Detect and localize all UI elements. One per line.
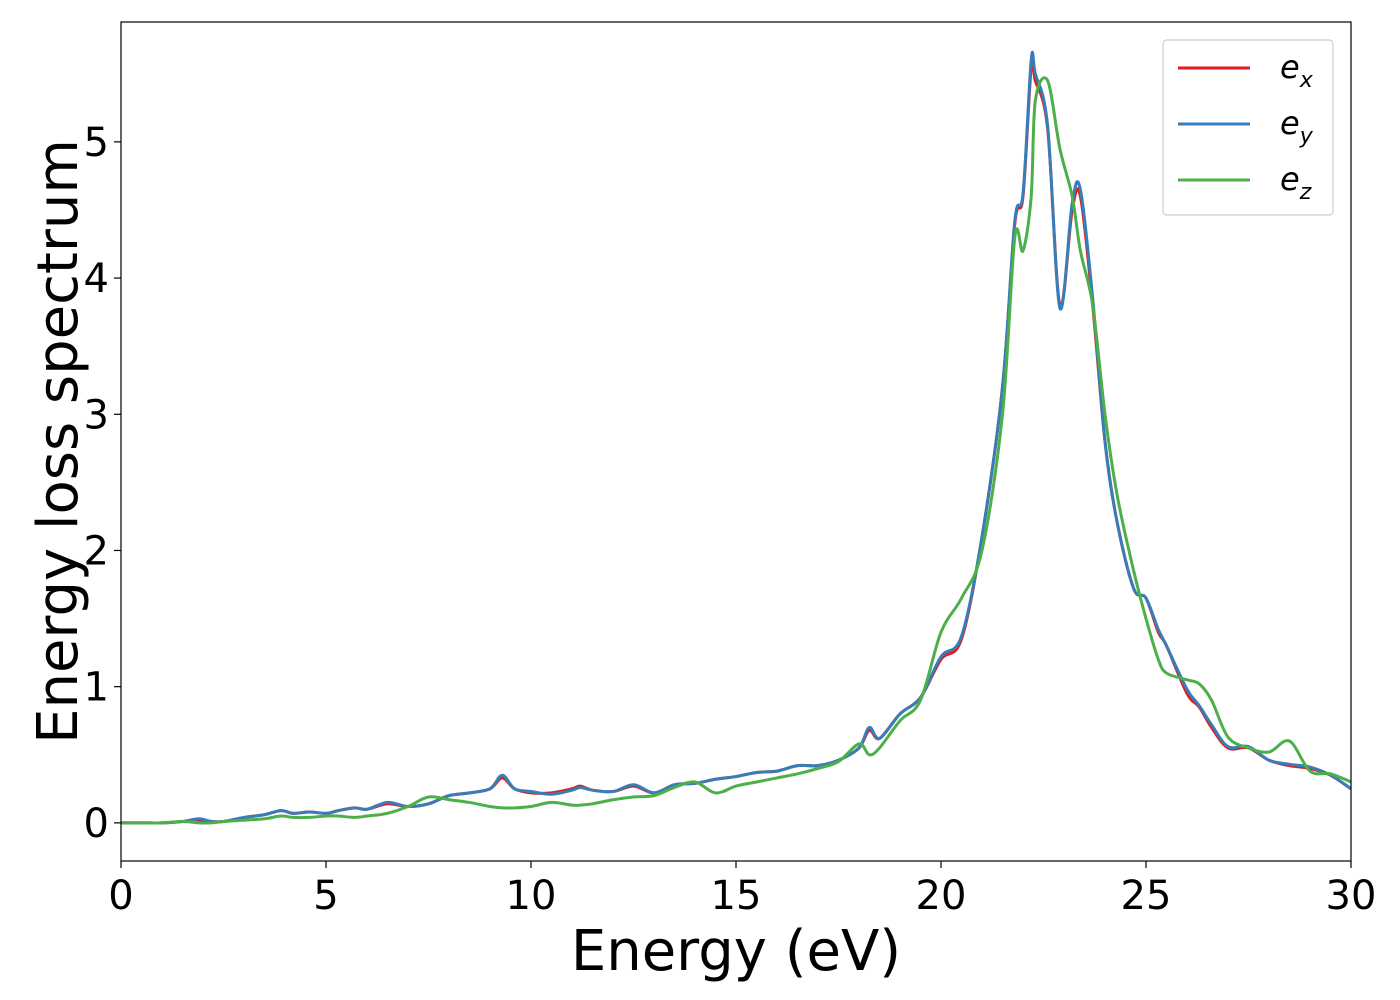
x-tick-label: 0 — [108, 873, 133, 919]
x-axis-label: Energy (eV) — [571, 919, 901, 984]
legend-box — [1162, 39, 1334, 216]
ticks: 0 5 10 15 20 25 30 0 1 2 3 4 5 — [84, 120, 1377, 919]
legend-label-e-z: ez — [1280, 160, 1312, 205]
series-line-e-z — [121, 76, 1351, 825]
x-tick-label: 5 — [313, 873, 338, 919]
y-tick-label: 2 — [84, 528, 109, 574]
legend-label-e-y: ey — [1280, 104, 1314, 149]
plot-area — [121, 50, 1351, 825]
y-tick-label: 4 — [84, 256, 109, 302]
x-tick-label: 30 — [1326, 873, 1377, 919]
x-tick-label: 15 — [711, 873, 762, 919]
series-line-e-y — [121, 50, 1351, 825]
x-tick-label: 10 — [506, 873, 557, 919]
legend-label-e-x: ex — [1280, 48, 1314, 93]
y-tick-label: 1 — [84, 665, 109, 711]
y-tick-label: 5 — [84, 120, 109, 166]
y-axis-label: Energy loss spectrum — [26, 139, 91, 744]
legend: ex ey ez — [1162, 39, 1334, 216]
y-tick-label: 0 — [84, 801, 109, 847]
y-tick-label: 3 — [84, 392, 109, 438]
x-tick-label: 25 — [1121, 873, 1172, 919]
x-tick-label: 20 — [916, 873, 967, 919]
